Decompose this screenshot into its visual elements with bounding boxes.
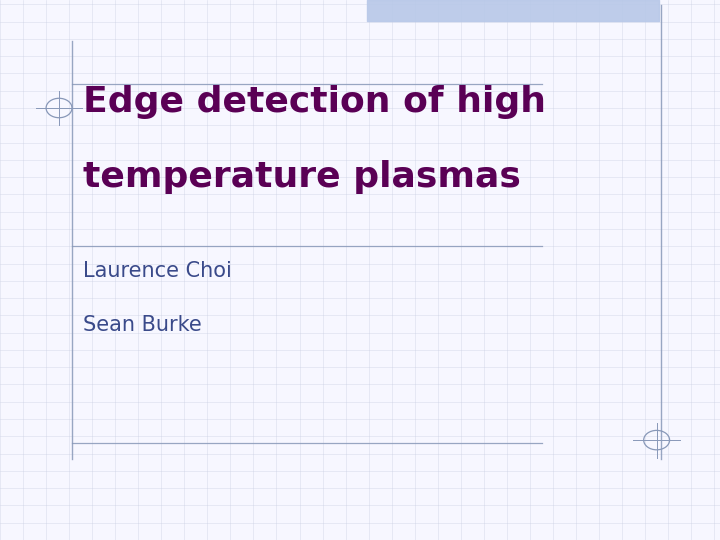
Text: Sean Burke: Sean Burke (83, 315, 202, 335)
Text: temperature plasmas: temperature plasmas (83, 160, 521, 194)
Text: Edge detection of high: Edge detection of high (83, 85, 546, 119)
Text: Laurence Choi: Laurence Choi (83, 261, 232, 281)
